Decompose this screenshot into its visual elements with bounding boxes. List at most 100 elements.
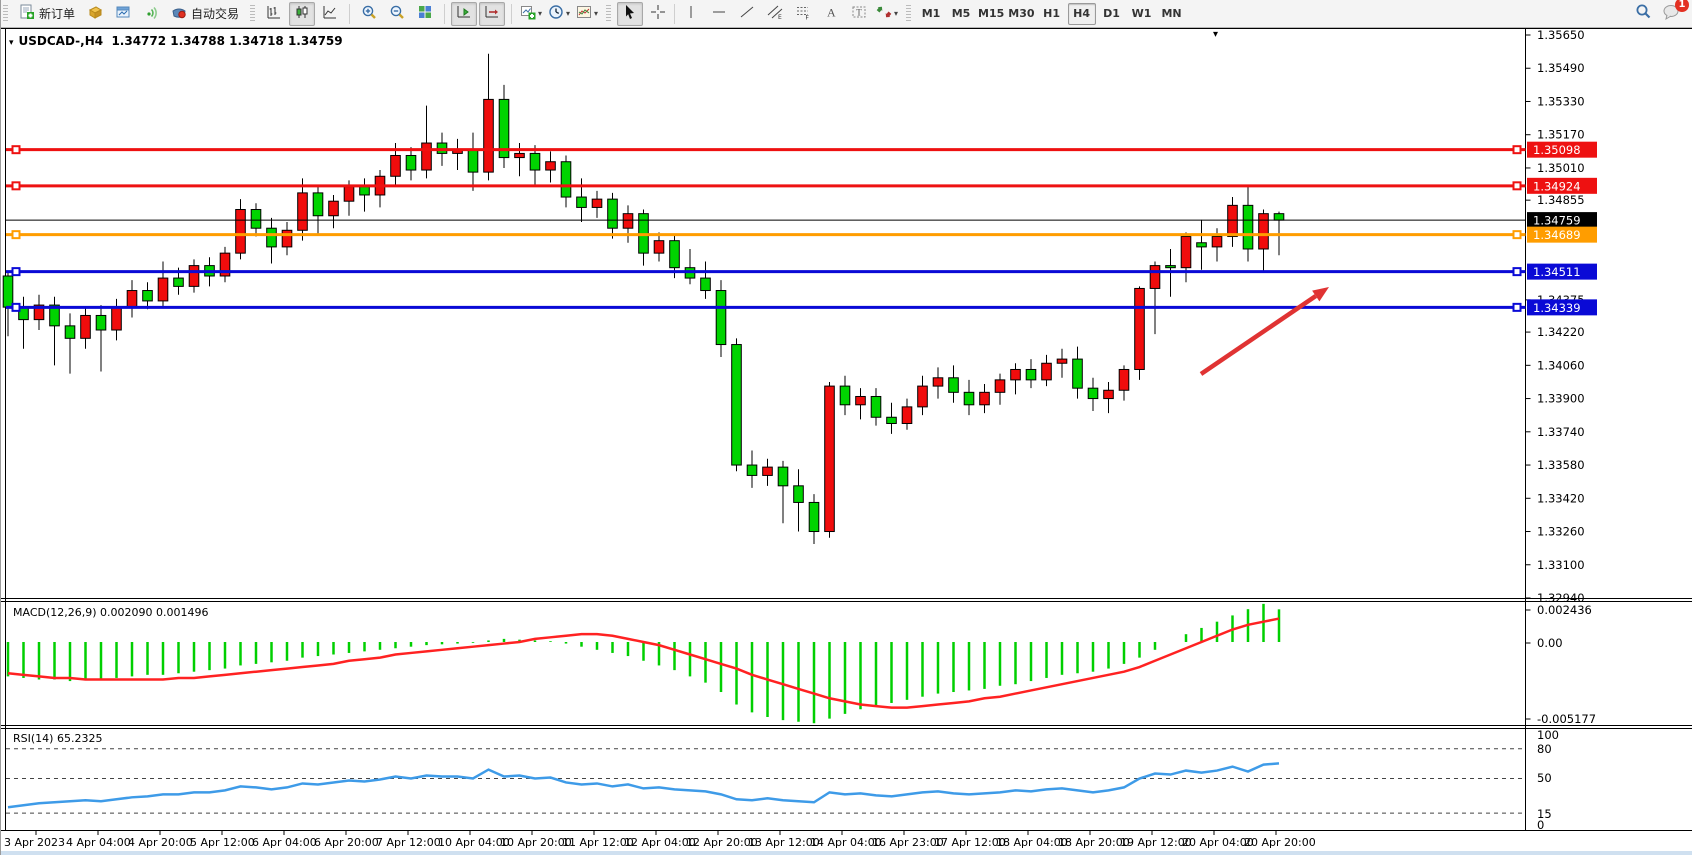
vertical-line-button[interactable] xyxy=(678,2,704,26)
svg-text:1.35330: 1.35330 xyxy=(1537,94,1585,108)
chart-window-button[interactable] xyxy=(110,2,136,26)
toolbar-right: 1 xyxy=(1629,0,1692,26)
svg-text:-0.005177: -0.005177 xyxy=(1537,712,1596,726)
svg-text:80: 80 xyxy=(1537,742,1552,756)
equidistant-channel-button[interactable]: E xyxy=(762,2,788,26)
chart-type-group xyxy=(257,1,347,27)
chevron-down-icon: ▾ xyxy=(594,9,599,18)
panel-frame xyxy=(1,28,1692,855)
bar-chart-button[interactable] xyxy=(261,2,287,26)
tf-button-M1[interactable]: M1 xyxy=(921,7,941,20)
fibonacci-button[interactable]: F xyxy=(790,2,816,26)
svg-text:1.35490: 1.35490 xyxy=(1537,61,1585,75)
arrows-tool-button[interactable]: ▾ xyxy=(874,2,900,26)
zoom-out-button[interactable] xyxy=(384,2,410,26)
chart-shift-button[interactable] xyxy=(479,1,506,26)
search-button[interactable] xyxy=(1630,2,1656,26)
bar-chart-icon xyxy=(266,4,282,24)
toolbar-grip[interactable] xyxy=(606,4,612,23)
svg-text:17 Apr 12:00: 17 Apr 12:00 xyxy=(934,836,1006,849)
candlestick-chart-button[interactable] xyxy=(289,1,316,26)
toolbar-grip[interactable] xyxy=(3,4,8,23)
tile-windows-button[interactable] xyxy=(412,2,438,26)
line-chart-button[interactable] xyxy=(317,2,343,26)
auto-scroll-icon xyxy=(456,4,472,24)
toolbar-grip[interactable] xyxy=(250,4,256,23)
svg-text:12 Apr 20:00: 12 Apr 20:00 xyxy=(686,836,758,849)
autotrading-icon xyxy=(171,4,187,24)
deposit-button[interactable] xyxy=(82,2,108,26)
new-order-label: 新订单 xyxy=(39,7,76,21)
svg-text:1.33900: 1.33900 xyxy=(1537,392,1585,406)
notifications-button[interactable]: 1 xyxy=(1658,0,1689,26)
svg-text:16 Apr 23:00: 16 Apr 23:00 xyxy=(872,836,944,849)
periods-button[interactable]: ▾ xyxy=(546,2,572,26)
zoom-in-button[interactable] xyxy=(356,2,382,26)
svg-text:4 Apr 04:00: 4 Apr 04:00 xyxy=(66,836,131,849)
time-axis: 3 Apr 2023 4 Apr 04:004 Apr 20:005 Apr 12… xyxy=(4,831,1316,849)
svg-text:1.34339: 1.34339 xyxy=(1533,301,1581,315)
text-button[interactable]: A xyxy=(818,2,844,26)
indicators-icon xyxy=(520,4,536,24)
svg-text:6 Apr 04:00: 6 Apr 04:00 xyxy=(252,836,317,849)
tf-button-D1[interactable]: D1 xyxy=(1103,7,1120,20)
macd-signal-value: 0.001496 xyxy=(156,606,209,619)
svg-text:20 Apr 20:00: 20 Apr 20:00 xyxy=(1244,836,1316,849)
svg-text:1.32940: 1.32940 xyxy=(1537,591,1585,605)
svg-text:E: E xyxy=(778,14,782,20)
chart-window-icon xyxy=(115,4,131,24)
rsi-indicator-label: RSI(14) 65.2325 xyxy=(13,732,102,745)
tf-button-H4[interactable]: H4 xyxy=(1067,2,1096,25)
symbol-period-label: USDCAD-,H4 xyxy=(18,34,104,48)
svg-text:1.33740: 1.33740 xyxy=(1537,425,1585,439)
chevron-down-icon: ▾ xyxy=(566,9,571,18)
tile-windows-icon xyxy=(417,4,433,24)
svg-text:1.33420: 1.33420 xyxy=(1537,491,1585,505)
svg-text:1.34511: 1.34511 xyxy=(1533,265,1581,279)
chart-shift-icon xyxy=(484,4,500,24)
notification-badge: 1 xyxy=(1675,0,1689,12)
arrows-tool-icon xyxy=(876,4,892,24)
trendline-button[interactable] xyxy=(734,2,760,26)
svg-text:1.35010: 1.35010 xyxy=(1537,161,1585,175)
svg-text:1.35650: 1.35650 xyxy=(1537,28,1585,42)
horizontal-line-icon xyxy=(711,4,727,24)
vertical-line-icon xyxy=(683,4,699,24)
tf-button-MN[interactable]: MN xyxy=(1161,7,1182,20)
svg-text:3 Apr 2023: 3 Apr 2023 xyxy=(4,836,65,849)
horizontal-line-button[interactable] xyxy=(706,2,732,26)
chevron-down-icon: ▾ xyxy=(894,9,899,18)
text-icon: A xyxy=(823,4,839,24)
auto-scroll-button[interactable] xyxy=(451,1,478,26)
indicators-button[interactable]: ▾ xyxy=(518,2,544,26)
line-chart-icon xyxy=(322,4,338,24)
tf-button-M30[interactable]: M30 xyxy=(1008,7,1035,20)
svg-text:1.34689: 1.34689 xyxy=(1533,228,1581,242)
svg-text:4 Apr 20:00: 4 Apr 20:00 xyxy=(128,836,193,849)
chart-area[interactable]: ▾ 1.35650 1.35490 1.35330 1.35170 1.35010 1.34… xyxy=(1,28,1692,855)
chevron-down-icon: ▾ xyxy=(538,9,543,18)
tf-button-M15[interactable]: M15 xyxy=(978,7,1005,20)
insert-group: ▾ ▾ ▾ xyxy=(514,1,604,27)
new-order-icon xyxy=(19,4,35,24)
zoom-in-icon xyxy=(361,4,377,24)
svg-text:6 Apr 20:00: 6 Apr 20:00 xyxy=(314,836,379,849)
svg-text:1.33580: 1.33580 xyxy=(1537,458,1585,472)
tf-button-M5[interactable]: M5 xyxy=(951,7,971,20)
tf-button-W1[interactable]: W1 xyxy=(1131,7,1152,20)
templates-button[interactable]: ▾ xyxy=(574,2,600,26)
svg-text:20 Apr 04:00: 20 Apr 04:00 xyxy=(1182,836,1254,849)
tf-button-H1[interactable]: H1 xyxy=(1043,7,1060,20)
autotrading-button[interactable]: 自动交易 xyxy=(166,2,244,26)
rsi-value: 65.2325 xyxy=(56,732,103,745)
cursor-button[interactable] xyxy=(617,1,644,26)
chart-dropdown-icon[interactable]: ▾ xyxy=(9,38,14,48)
text-label-button[interactable]: T xyxy=(846,2,872,26)
toolbar-grip[interactable] xyxy=(906,4,912,23)
signals-button[interactable] xyxy=(138,2,164,26)
svg-text:11 Apr 12:00: 11 Apr 12:00 xyxy=(562,836,634,849)
new-order-button[interactable]: 新订单 xyxy=(14,2,80,26)
chart-canvas[interactable]: ▾ 1.35650 1.35490 1.35330 1.35170 1.35010 1.34… xyxy=(1,28,1692,855)
crosshair-button[interactable] xyxy=(645,2,671,26)
